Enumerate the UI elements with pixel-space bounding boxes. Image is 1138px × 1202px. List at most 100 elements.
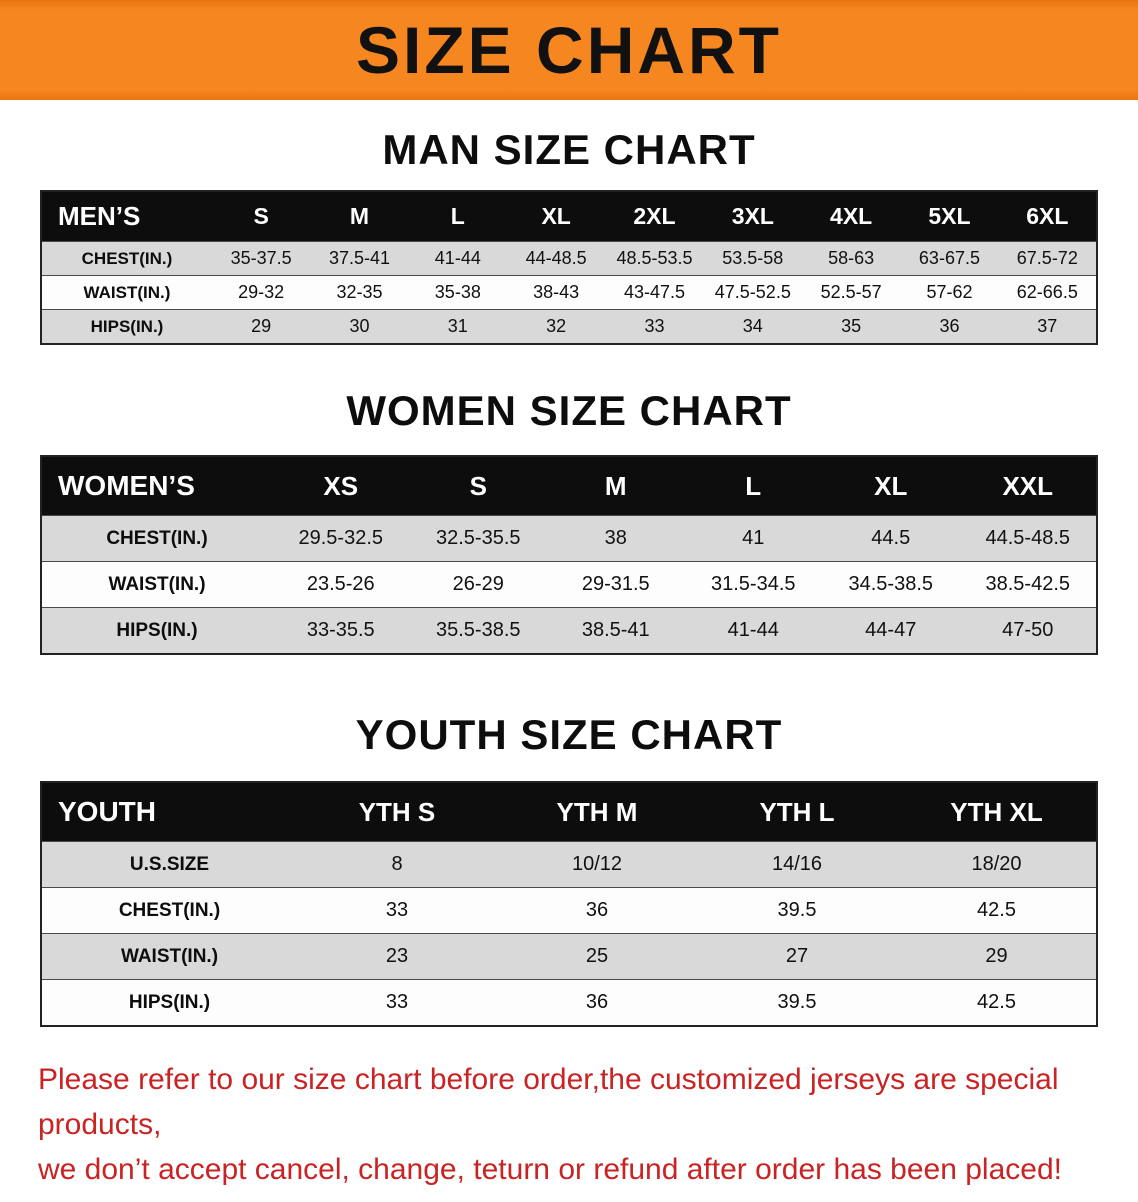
men-size-chart-section: MAN SIZE CHART MEN’S S M L XL 2XL 3XL 4XL 5XL 6XL… bbox=[0, 126, 1138, 345]
column-header: XL bbox=[822, 456, 960, 516]
table-cell: 53.5-58 bbox=[703, 241, 802, 276]
column-header: YTH S bbox=[297, 782, 497, 842]
table-cell: 36 bbox=[497, 887, 697, 934]
men-size-table: MEN’S S M L XL 2XL 3XL 4XL 5XL 6XL CHEST(IN.) 35-37… bbox=[40, 190, 1098, 345]
header-row: YOUTH YTH S YTH M YTH L YTH XL bbox=[41, 782, 1097, 842]
table-cell: 33 bbox=[297, 887, 497, 934]
column-header: 3XL bbox=[703, 191, 802, 242]
table-cell: 41-44 bbox=[684, 607, 822, 654]
disclaimer-line-1: Please refer to our size chart before or… bbox=[38, 1063, 1059, 1141]
table-cell: 37 bbox=[998, 309, 1097, 344]
table-cell: 42.5 bbox=[897, 979, 1097, 1026]
column-header: L bbox=[408, 191, 507, 242]
table-cell: 41-44 bbox=[408, 241, 507, 276]
table-cell: 29-31.5 bbox=[547, 561, 685, 608]
table-cell: 35-37.5 bbox=[212, 241, 311, 276]
page-title: SIZE CHART bbox=[356, 13, 782, 87]
header-row: MEN’S S M L XL 2XL 3XL 4XL 5XL 6XL bbox=[41, 191, 1097, 242]
table-cell: 41 bbox=[684, 515, 822, 562]
table-cell: 29 bbox=[897, 933, 1097, 980]
table-cell: 33 bbox=[605, 309, 704, 344]
table-cell: 39.5 bbox=[697, 979, 897, 1026]
column-header: S bbox=[212, 191, 311, 242]
table-cell: 18/20 bbox=[897, 841, 1097, 888]
table-cell: 31 bbox=[408, 309, 507, 344]
table-cell: 47-50 bbox=[959, 607, 1097, 654]
column-header: 5XL bbox=[900, 191, 999, 242]
youth-size-chart-section: YOUTH SIZE CHART YOUTH YTH S YTH M YTH L YTH… bbox=[0, 711, 1138, 1027]
table-cell: 30 bbox=[310, 309, 409, 344]
column-header: YTH M bbox=[497, 782, 697, 842]
table-cell: 44.5 bbox=[822, 515, 960, 562]
table-title-cell: YOUTH bbox=[41, 782, 297, 842]
table-cell: 43-47.5 bbox=[605, 275, 704, 310]
table-row: CHEST(IN.) 29.5-32.5 32.5-35.5 38 41 44.5 44.5… bbox=[41, 515, 1097, 562]
row-label: CHEST(IN.) bbox=[41, 515, 272, 562]
table-cell: 38-43 bbox=[506, 275, 606, 310]
header-row: WOMEN’S XS S M L XL XXL bbox=[41, 456, 1097, 516]
table-cell: 52.5-57 bbox=[801, 275, 901, 310]
table-cell: 62-66.5 bbox=[998, 275, 1097, 310]
table-cell: 33-35.5 bbox=[272, 607, 410, 654]
row-label: HIPS(IN.) bbox=[41, 979, 297, 1026]
row-label: WAIST(IN.) bbox=[41, 561, 272, 608]
table-row: HIPS(IN.) 29 30 31 32 33 34 35 36 37 bbox=[41, 309, 1097, 344]
table-cell: 35 bbox=[801, 309, 901, 344]
table-row: WAIST(IN.) 23.5-26 26-29 29-31.5 31.5-34.5 34… bbox=[41, 561, 1097, 608]
table-cell: 34.5-38.5 bbox=[822, 561, 960, 608]
men-chart-heading: MAN SIZE CHART bbox=[382, 126, 756, 173]
youth-size-table: YOUTH YTH S YTH M YTH L YTH XL U.S.SIZE 8 10/12… bbox=[40, 781, 1098, 1027]
column-header: 6XL bbox=[998, 191, 1097, 242]
column-header: M bbox=[310, 191, 409, 242]
table-title-cell: MEN’S bbox=[41, 191, 212, 242]
women-size-table: WOMEN’S XS S M L XL XXL CHEST(IN.) 29.5-32.5 32.5… bbox=[40, 455, 1098, 655]
table-cell: 32-35 bbox=[310, 275, 409, 310]
column-header: L bbox=[684, 456, 822, 516]
column-header: YTH XL bbox=[897, 782, 1097, 842]
table-row: CHEST(IN.) 35-37.5 37.5-41 41-44 44-48.5 48.5… bbox=[41, 241, 1097, 276]
table-row: U.S.SIZE 8 10/12 14/16 18/20 bbox=[41, 841, 1097, 888]
table-cell: 29-32 bbox=[212, 275, 311, 310]
youth-chart-heading: YOUTH SIZE CHART bbox=[355, 711, 783, 758]
table-cell: 10/12 bbox=[497, 841, 697, 888]
table-cell: 58-63 bbox=[801, 241, 901, 276]
row-label: U.S.SIZE bbox=[41, 841, 297, 888]
table-row: CHEST(IN.) 33 36 39.5 42.5 bbox=[41, 887, 1097, 934]
row-label: CHEST(IN.) bbox=[41, 887, 297, 934]
row-label: HIPS(IN.) bbox=[41, 607, 272, 654]
women-size-chart-section: WOMEN SIZE CHART WOMEN’S XS S M L XL XXL CHEST(… bbox=[0, 387, 1138, 655]
table-cell: 38.5-42.5 bbox=[959, 561, 1097, 608]
disclaimer-line-2: we don’t accept cancel, change, teturn o… bbox=[38, 1153, 1062, 1186]
table-cell: 47.5-52.5 bbox=[703, 275, 802, 310]
column-header: 2XL bbox=[605, 191, 704, 242]
table-cell: 26-29 bbox=[409, 561, 547, 608]
row-label: WAIST(IN.) bbox=[41, 275, 212, 310]
table-cell: 35-38 bbox=[408, 275, 507, 310]
table-cell: 44-48.5 bbox=[506, 241, 606, 276]
row-label: HIPS(IN.) bbox=[41, 309, 212, 344]
table-cell: 38.5-41 bbox=[547, 607, 685, 654]
table-cell: 34 bbox=[703, 309, 802, 344]
table-cell: 44-47 bbox=[822, 607, 960, 654]
table-cell: 29.5-32.5 bbox=[272, 515, 410, 562]
women-chart-heading: WOMEN SIZE CHART bbox=[346, 387, 792, 434]
table-title-cell: WOMEN’S bbox=[41, 456, 272, 516]
table-cell: 8 bbox=[297, 841, 497, 888]
table-cell: 63-67.5 bbox=[900, 241, 999, 276]
column-header: XXL bbox=[959, 456, 1097, 516]
column-header: M bbox=[547, 456, 685, 516]
column-header: 4XL bbox=[801, 191, 901, 242]
table-cell: 27 bbox=[697, 933, 897, 980]
table-cell: 57-62 bbox=[900, 275, 999, 310]
table-cell: 33 bbox=[297, 979, 497, 1026]
table-cell: 31.5-34.5 bbox=[684, 561, 822, 608]
table-cell: 25 bbox=[497, 933, 697, 980]
table-cell: 39.5 bbox=[697, 887, 897, 934]
table-row: WAIST(IN.) 29-32 32-35 35-38 38-43 43-47.5 47.… bbox=[41, 275, 1097, 310]
table-cell: 23.5-26 bbox=[272, 561, 410, 608]
table-cell: 32 bbox=[506, 309, 606, 344]
table-cell: 42.5 bbox=[897, 887, 1097, 934]
row-label: WAIST(IN.) bbox=[41, 933, 297, 980]
table-cell: 36 bbox=[900, 309, 999, 344]
